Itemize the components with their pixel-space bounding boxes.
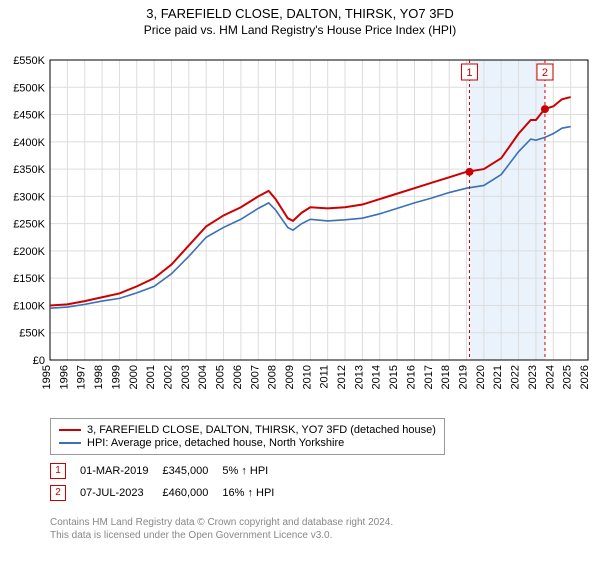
svg-text:2021: 2021 <box>492 365 504 389</box>
event-date: 01-MAR-2019 <box>80 460 162 482</box>
event-row: 1 01-MAR-2019£345,0005% ↑ HPI <box>50 460 288 482</box>
legend-swatch <box>59 429 81 431</box>
svg-text:1: 1 <box>466 67 472 79</box>
footer-attribution: Contains HM Land Registry data © Crown c… <box>50 516 393 542</box>
svg-text:£300K: £300K <box>13 191 45 203</box>
svg-text:2018: 2018 <box>440 365 452 389</box>
svg-text:2017: 2017 <box>423 365 435 389</box>
event-marker-icon: 1 <box>50 463 66 479</box>
svg-text:2001: 2001 <box>145 365 157 389</box>
svg-text:£500K: £500K <box>13 82 45 94</box>
legend-row: HPI: Average price, detached house, Nort… <box>59 437 436 449</box>
event-price: £345,000 <box>162 460 222 482</box>
svg-text:£400K: £400K <box>13 137 45 149</box>
svg-text:2002: 2002 <box>162 365 174 389</box>
legend-label: 3, FAREFIELD CLOSE, DALTON, THIRSK, YO7 … <box>87 424 436 436</box>
svg-text:2020: 2020 <box>475 365 487 389</box>
chart-svg: £0£50K£100K£150K£200K£250K£300K£350K£400… <box>0 50 600 410</box>
svg-text:2012: 2012 <box>336 365 348 389</box>
svg-text:2025: 2025 <box>562 365 574 389</box>
svg-text:1999: 1999 <box>110 365 122 389</box>
svg-text:£550K: £550K <box>13 55 45 67</box>
legend-label: HPI: Average price, detached house, Nort… <box>87 437 344 449</box>
footer-line1: Contains HM Land Registry data © Crown c… <box>50 516 393 529</box>
svg-text:2003: 2003 <box>180 365 192 389</box>
legend: 3, FAREFIELD CLOSE, DALTON, THIRSK, YO7 … <box>50 418 445 455</box>
chart-title: 3, FAREFIELD CLOSE, DALTON, THIRSK, YO7 … <box>0 6 600 21</box>
svg-text:£450K: £450K <box>13 110 45 122</box>
event-delta: 16% ↑ HPI <box>222 482 288 504</box>
svg-text:2016: 2016 <box>405 365 417 389</box>
svg-text:£200K: £200K <box>13 246 45 258</box>
svg-text:2022: 2022 <box>510 365 522 389</box>
svg-text:2007: 2007 <box>249 365 261 389</box>
svg-text:2026: 2026 <box>579 365 591 389</box>
svg-text:2011: 2011 <box>319 365 331 389</box>
svg-text:2015: 2015 <box>388 365 400 389</box>
svg-text:1995: 1995 <box>41 365 53 389</box>
legend-swatch <box>59 442 81 444</box>
legend-row: 3, FAREFIELD CLOSE, DALTON, THIRSK, YO7 … <box>59 424 436 436</box>
svg-text:£250K: £250K <box>13 219 45 231</box>
svg-text:2024: 2024 <box>544 365 556 389</box>
svg-text:2005: 2005 <box>215 365 227 389</box>
svg-text:2: 2 <box>542 67 548 79</box>
svg-text:2008: 2008 <box>267 365 279 389</box>
svg-text:£100K: £100K <box>13 300 45 312</box>
svg-text:2009: 2009 <box>284 365 296 389</box>
svg-text:2010: 2010 <box>301 365 313 389</box>
svg-text:£50K: £50K <box>19 328 45 340</box>
event-price: £460,000 <box>162 482 222 504</box>
svg-text:2006: 2006 <box>232 365 244 389</box>
event-marker-icon: 2 <box>50 485 66 501</box>
svg-text:2013: 2013 <box>353 365 365 389</box>
svg-text:2014: 2014 <box>371 365 383 389</box>
svg-text:1997: 1997 <box>76 365 88 389</box>
svg-text:1998: 1998 <box>93 365 105 389</box>
chart-area: £0£50K£100K£150K£200K£250K£300K£350K£400… <box>0 50 600 410</box>
event-row: 2 07-JUL-2023£460,00016% ↑ HPI <box>50 482 288 504</box>
event-date: 07-JUL-2023 <box>80 482 162 504</box>
svg-text:£350K: £350K <box>13 164 45 176</box>
footer-line2: This data is licensed under the Open Gov… <box>50 529 393 542</box>
svg-text:2000: 2000 <box>128 365 140 389</box>
svg-text:2004: 2004 <box>197 365 209 389</box>
chart-subtitle: Price paid vs. HM Land Registry's House … <box>0 23 600 37</box>
svg-text:£150K: £150K <box>13 273 45 285</box>
svg-text:2023: 2023 <box>527 365 539 389</box>
event-delta: 5% ↑ HPI <box>222 460 288 482</box>
events-table: 1 01-MAR-2019£345,0005% ↑ HPI 2 07-JUL-2023… <box>50 460 288 504</box>
svg-text:1996: 1996 <box>58 365 70 389</box>
svg-text:2019: 2019 <box>458 365 470 389</box>
